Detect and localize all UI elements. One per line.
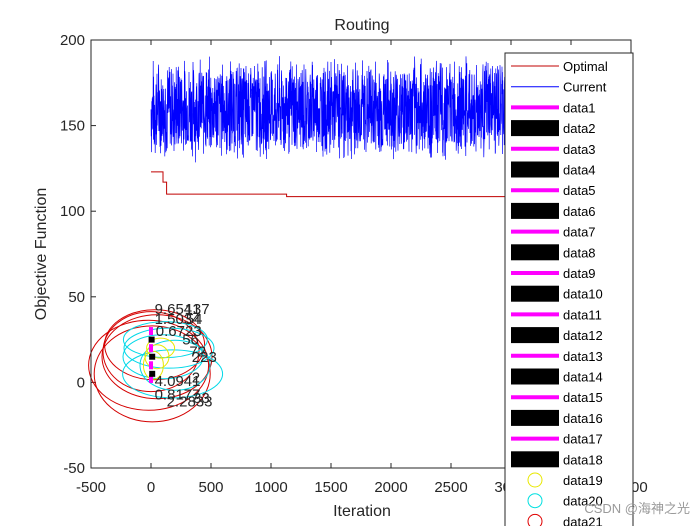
overlay-label: 2 bbox=[192, 369, 200, 386]
overlay-label: 4.0941 bbox=[155, 373, 201, 390]
legend-label: data7 bbox=[563, 225, 596, 240]
y-tick-label: 150 bbox=[60, 118, 85, 135]
overlay-label: 137 bbox=[185, 301, 210, 318]
legend-label: data3 bbox=[563, 142, 596, 157]
overlay-red-circle bbox=[101, 314, 213, 400]
overlay-label: 2.2833 bbox=[167, 393, 213, 410]
overlay-label: 9.6541 bbox=[155, 301, 201, 318]
legend-label: data4 bbox=[563, 163, 596, 178]
overlay-red-circle bbox=[104, 309, 206, 381]
legend-label: data18 bbox=[563, 452, 603, 467]
overlay-yellow-circle bbox=[146, 337, 176, 359]
overlay-magenta-marker bbox=[149, 374, 153, 383]
legend-label: data10 bbox=[563, 287, 603, 302]
overlay-cyan-circle bbox=[122, 334, 204, 380]
legend-block-symbol bbox=[511, 161, 559, 178]
y-axis-label: Objective Function bbox=[33, 188, 50, 321]
y-tick-label: 50 bbox=[68, 289, 85, 306]
overlay-cyan-circle bbox=[122, 349, 224, 399]
x-tick-label: 1000 bbox=[254, 479, 287, 496]
overlay-black-marker bbox=[148, 336, 155, 343]
x-tick-label: 2000 bbox=[374, 479, 407, 496]
overlay-black-marker bbox=[149, 353, 156, 360]
overlay-label: 0.6723 bbox=[156, 323, 202, 340]
overlay-black-marker bbox=[149, 370, 156, 377]
legend: Optimal Current data1 data2 data3 data4 data5 d… bbox=[504, 52, 634, 526]
legend-label: Current bbox=[563, 80, 607, 95]
overlay-cyan-circle bbox=[139, 339, 211, 391]
overlay-label: 1.5034 bbox=[155, 311, 201, 328]
y-tick-label: 200 bbox=[60, 32, 85, 49]
legend-label: data21 bbox=[563, 514, 603, 526]
legend-label: data2 bbox=[563, 121, 596, 136]
legend-circle-symbol bbox=[527, 513, 543, 526]
legend-label: data11 bbox=[563, 307, 602, 322]
legend-label: data20 bbox=[563, 494, 603, 509]
y-tick-label: -50 bbox=[63, 460, 85, 477]
y-tick-label: 100 bbox=[60, 203, 85, 220]
legend-label: data9 bbox=[563, 266, 596, 281]
x-tick-label: 2500 bbox=[434, 479, 467, 496]
overlay-yellow-circle bbox=[142, 350, 164, 380]
overlay-red-circle bbox=[93, 325, 211, 423]
overlay-label: 0.8177 bbox=[155, 387, 201, 404]
y-tick-label: 0 bbox=[77, 374, 85, 391]
legend-block-symbol bbox=[511, 409, 559, 426]
watermark: CSDN @海神之光 bbox=[584, 501, 690, 516]
chart-title: Routing bbox=[334, 17, 389, 34]
legend-block-symbol bbox=[511, 285, 559, 302]
overlay-label: 33 bbox=[193, 390, 210, 407]
x-tick-label: 0 bbox=[147, 479, 155, 496]
x-tick-label: 1500 bbox=[314, 479, 347, 496]
legend-block-symbol bbox=[511, 120, 559, 137]
legend-label: data19 bbox=[563, 473, 603, 488]
legend-label: Optimal bbox=[563, 59, 608, 74]
overlay-cyan-circle bbox=[123, 327, 215, 369]
legend-label: data8 bbox=[563, 245, 596, 260]
overlay-label: 54 bbox=[186, 311, 203, 328]
legend-label: data16 bbox=[563, 411, 603, 426]
series-optimal-line bbox=[151, 171, 631, 198]
legend-label: data12 bbox=[563, 328, 603, 343]
legend-block-symbol bbox=[511, 368, 559, 385]
legend-circle-symbol bbox=[527, 493, 543, 509]
legend-label: data15 bbox=[563, 390, 603, 405]
legend-label: data13 bbox=[563, 349, 603, 364]
overlay-magenta-marker bbox=[149, 344, 153, 353]
legend-label: data14 bbox=[563, 370, 603, 385]
legend-block-symbol bbox=[511, 202, 559, 219]
legend-block-symbol bbox=[511, 327, 559, 344]
legend-block-symbol bbox=[511, 244, 559, 261]
legend-circle-symbol bbox=[527, 472, 543, 488]
overlay-red-circle bbox=[88, 319, 210, 411]
overlay-label: 72 bbox=[189, 344, 206, 361]
legend-label: data1 bbox=[563, 100, 596, 115]
overlay-magenta-marker bbox=[149, 327, 153, 336]
legend-label: data17 bbox=[563, 432, 603, 447]
overlay-label: 56 bbox=[182, 332, 199, 349]
overlay-label: 223 bbox=[192, 349, 217, 366]
x-tick-label: 500 bbox=[198, 479, 223, 496]
legend-label: data6 bbox=[563, 204, 596, 219]
x-axis-label: Iteration bbox=[333, 503, 391, 520]
overlay-magenta-marker bbox=[149, 361, 153, 370]
overlay-red-circle bbox=[102, 311, 200, 393]
legend-block-symbol bbox=[511, 451, 559, 468]
legend-label: data5 bbox=[563, 183, 596, 198]
x-tick-label: -500 bbox=[76, 479, 106, 496]
